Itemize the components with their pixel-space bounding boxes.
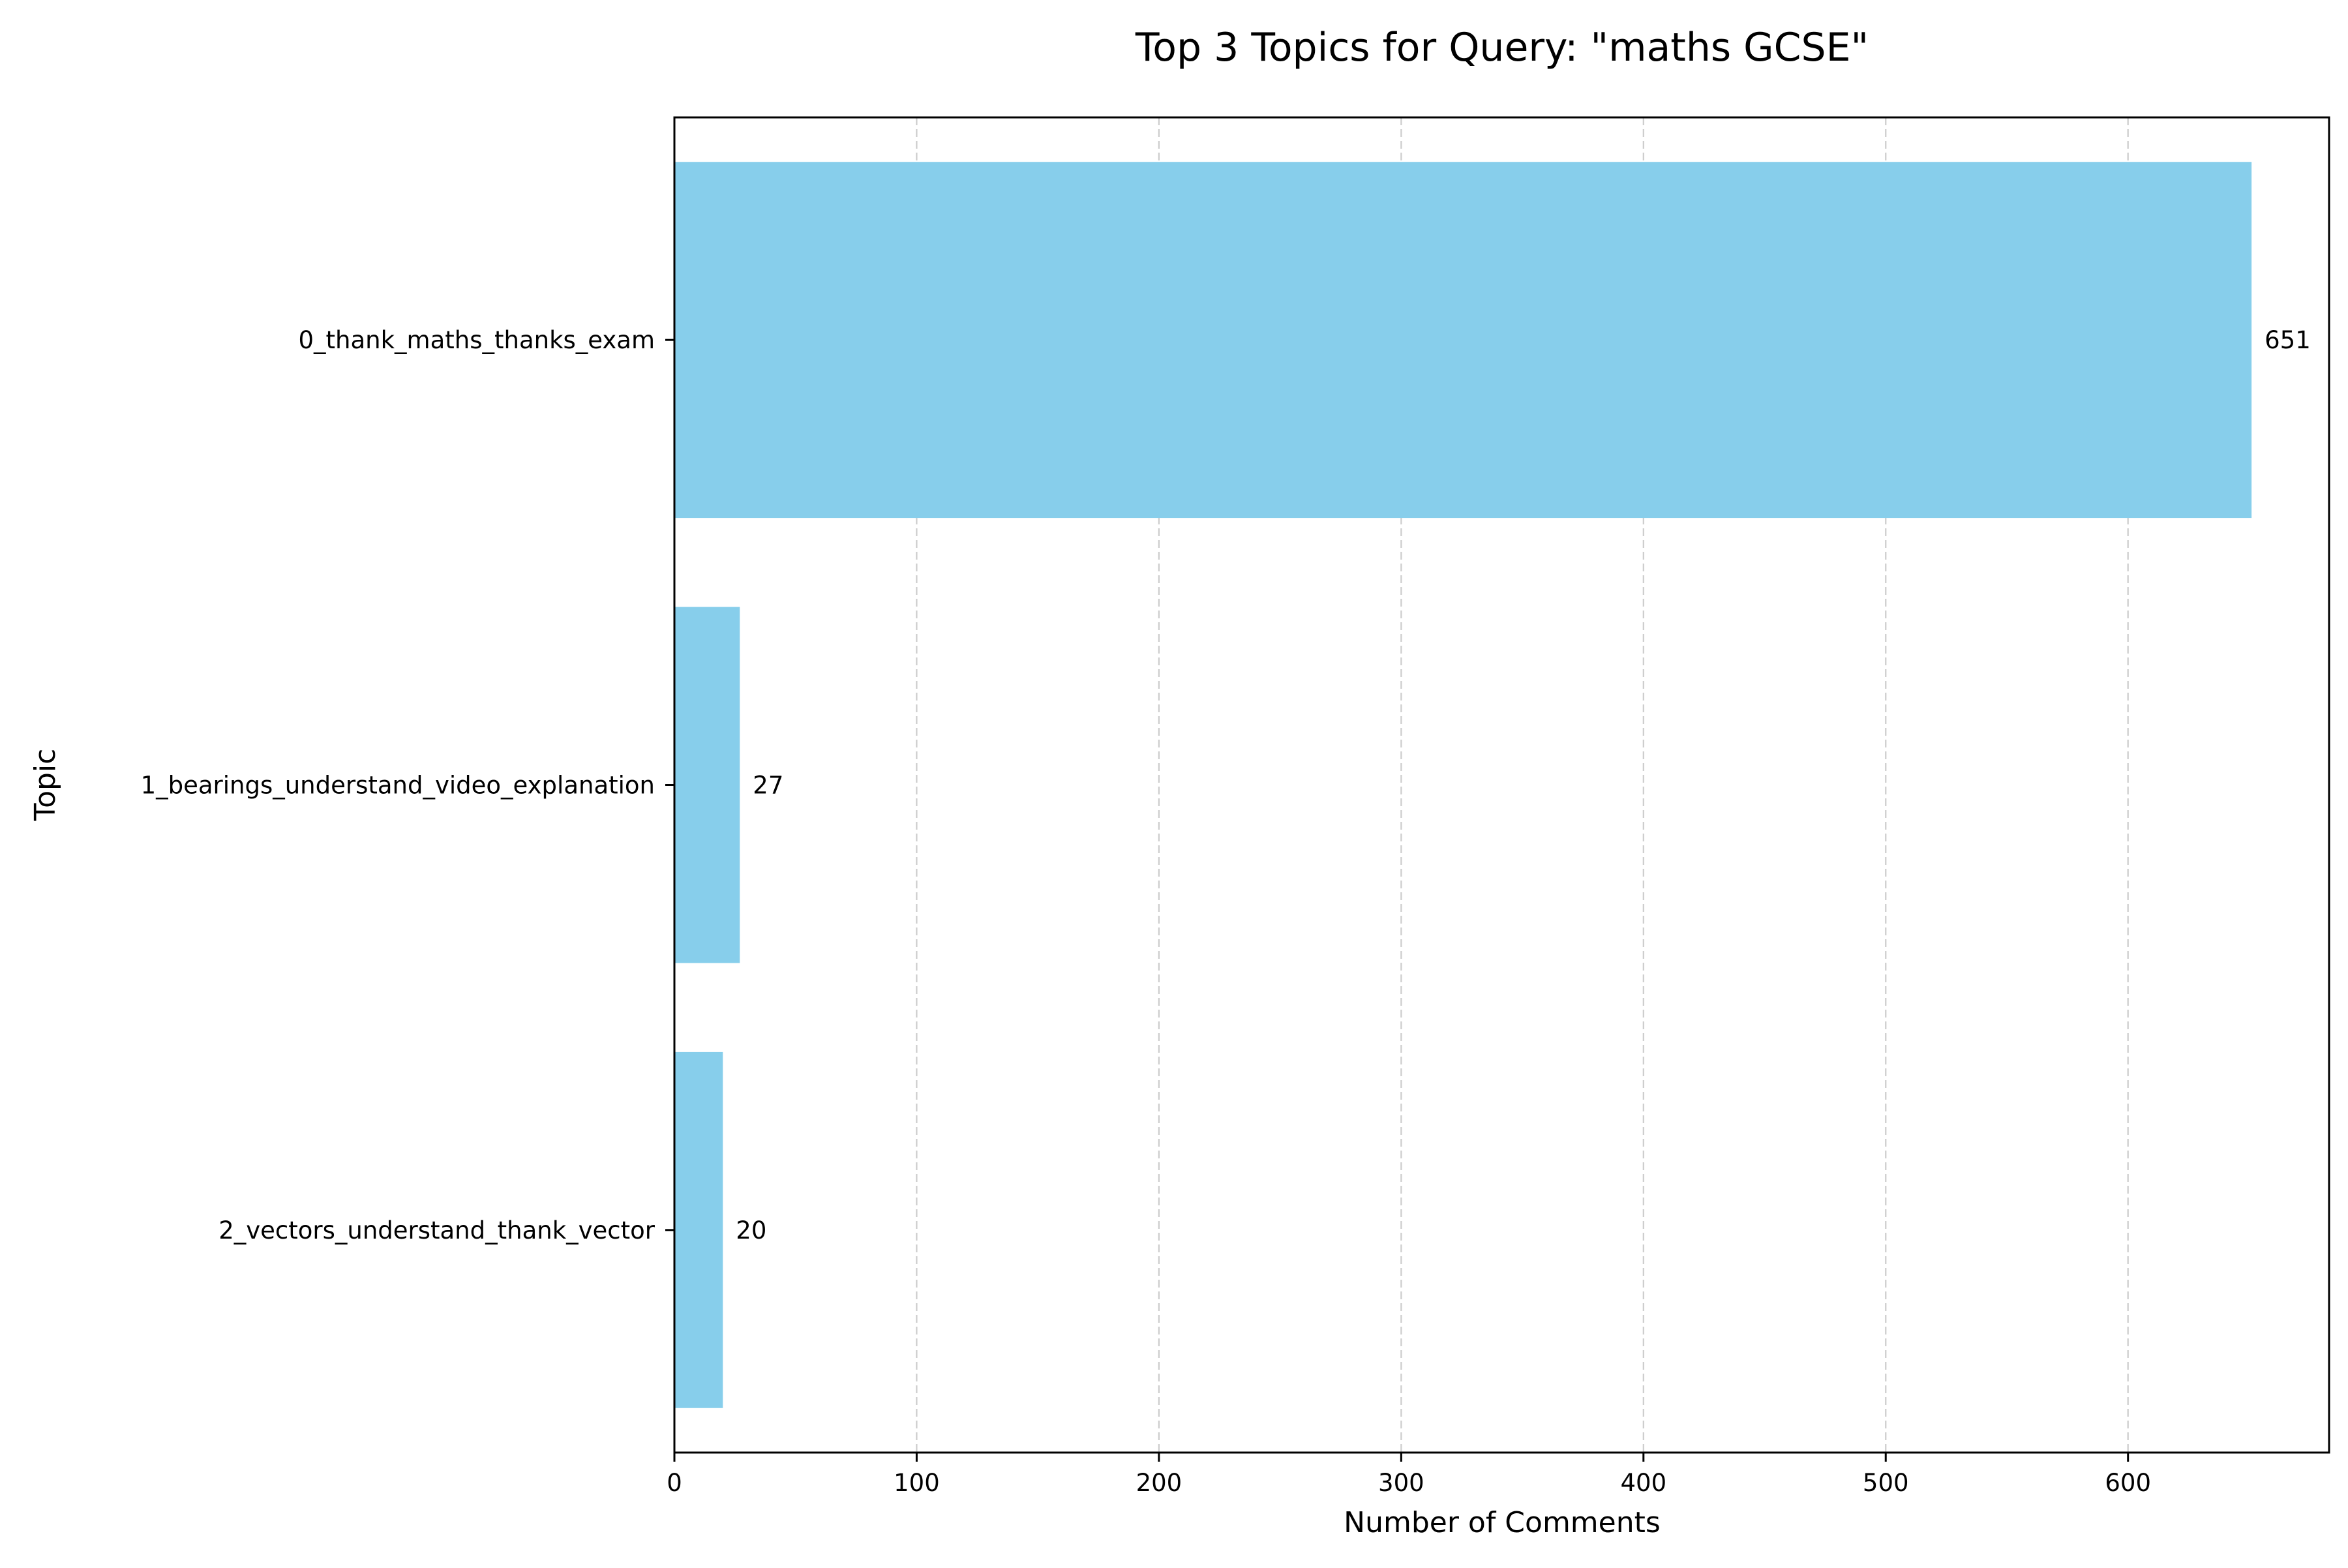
x-tick-label: 200 bbox=[1136, 1469, 1182, 1497]
x-tick-label: 300 bbox=[1378, 1469, 1424, 1497]
x-tick-label: 400 bbox=[1620, 1469, 1666, 1497]
data-label: 20 bbox=[736, 1216, 766, 1244]
x-axis-label: Number of Comments bbox=[1344, 1506, 1661, 1539]
x-tick-label: 100 bbox=[894, 1469, 940, 1497]
bars bbox=[674, 162, 2252, 1408]
bar-3 bbox=[674, 1051, 723, 1408]
x-tick-label: 600 bbox=[2105, 1469, 2151, 1497]
data-labels: 651 27 20 bbox=[736, 326, 2310, 1244]
x-tick-label: 500 bbox=[1863, 1469, 1909, 1497]
chart-title: Top 3 Topics for Query: "maths GCSE" bbox=[1135, 25, 1869, 70]
x-tick-label: 0 bbox=[667, 1469, 682, 1497]
bar-2 bbox=[674, 607, 740, 963]
data-label: 651 bbox=[2265, 326, 2311, 354]
y-axis-label: Topic bbox=[29, 749, 62, 822]
bar-1 bbox=[674, 162, 2252, 519]
x-axis-ticks: 0 100 200 300 400 500 600 bbox=[667, 1453, 2151, 1497]
data-label: 27 bbox=[753, 772, 783, 800]
y-tick-label: 0_thank_maths_thanks_exam bbox=[298, 326, 655, 354]
y-tick-label: 2_vectors_understand_thank_vector bbox=[218, 1216, 655, 1244]
y-tick-label: 1_bearings_understand_video_explanation bbox=[141, 772, 655, 800]
y-axis-ticks: 0_thank_maths_thanks_exam 1_bearings_unde… bbox=[141, 326, 674, 1244]
